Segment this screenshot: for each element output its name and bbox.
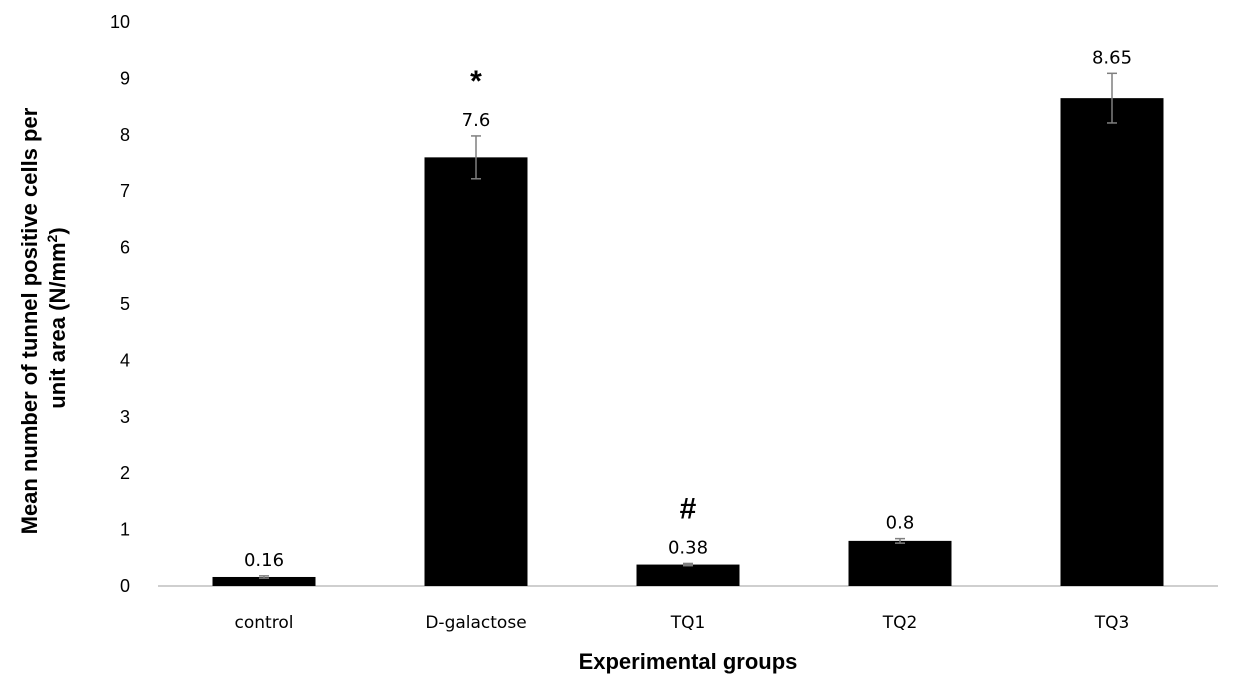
category-labels: control D-galactose TQ1 TQ2 TQ3: [235, 613, 1130, 633]
y-tick-label: 6: [120, 238, 130, 258]
y-tick-label: 10: [110, 12, 130, 32]
category-label: TQ2: [882, 613, 918, 633]
y-tick-label: 9: [120, 68, 130, 88]
data-label: 8.65: [1092, 47, 1132, 68]
data-label: 0.16: [244, 550, 284, 571]
y-axis-title-superscript: 2: [44, 234, 60, 242]
significance-marker: *: [470, 65, 482, 98]
category-label: D-galactose: [425, 613, 526, 633]
y-axis-title-line1: Mean number of tunnel positive cells per: [17, 107, 42, 534]
y-tick-label: 0: [120, 576, 130, 596]
data-label: 7.6: [462, 110, 491, 131]
y-axis-title: Mean number of tunnel positive cells per…: [17, 102, 70, 535]
x-axis-title: Experimental groups: [579, 649, 798, 674]
y-tick-label: 8: [120, 125, 130, 145]
y-tick-label: 4: [120, 350, 130, 370]
bar: [212, 576, 316, 586]
y-tick-label: 7: [120, 181, 130, 201]
bar: [424, 157, 528, 587]
significance-marker: #: [680, 492, 697, 525]
bar: [1060, 98, 1164, 586]
y-tick-label: 2: [120, 463, 130, 483]
y-axis-ticks: 0 1 2 3 4 5 6 7 8 9 10: [110, 12, 130, 596]
category-label: TQ3: [1094, 613, 1130, 633]
y-axis-title-line2: unit area (N/mm2): [44, 227, 70, 408]
y-tick-label: 3: [120, 407, 130, 427]
bar: [636, 564, 740, 586]
data-label: 0.38: [668, 537, 708, 558]
bar: [848, 540, 952, 586]
y-tick-label: 1: [120, 520, 130, 540]
bars: 0.16 7.6 * 0.38 # 0.8 8.65: [212, 47, 1164, 587]
y-tick-label: 5: [120, 294, 130, 314]
data-label: 0.8: [886, 513, 915, 534]
category-label: TQ1: [670, 613, 706, 633]
category-label: control: [235, 613, 294, 633]
